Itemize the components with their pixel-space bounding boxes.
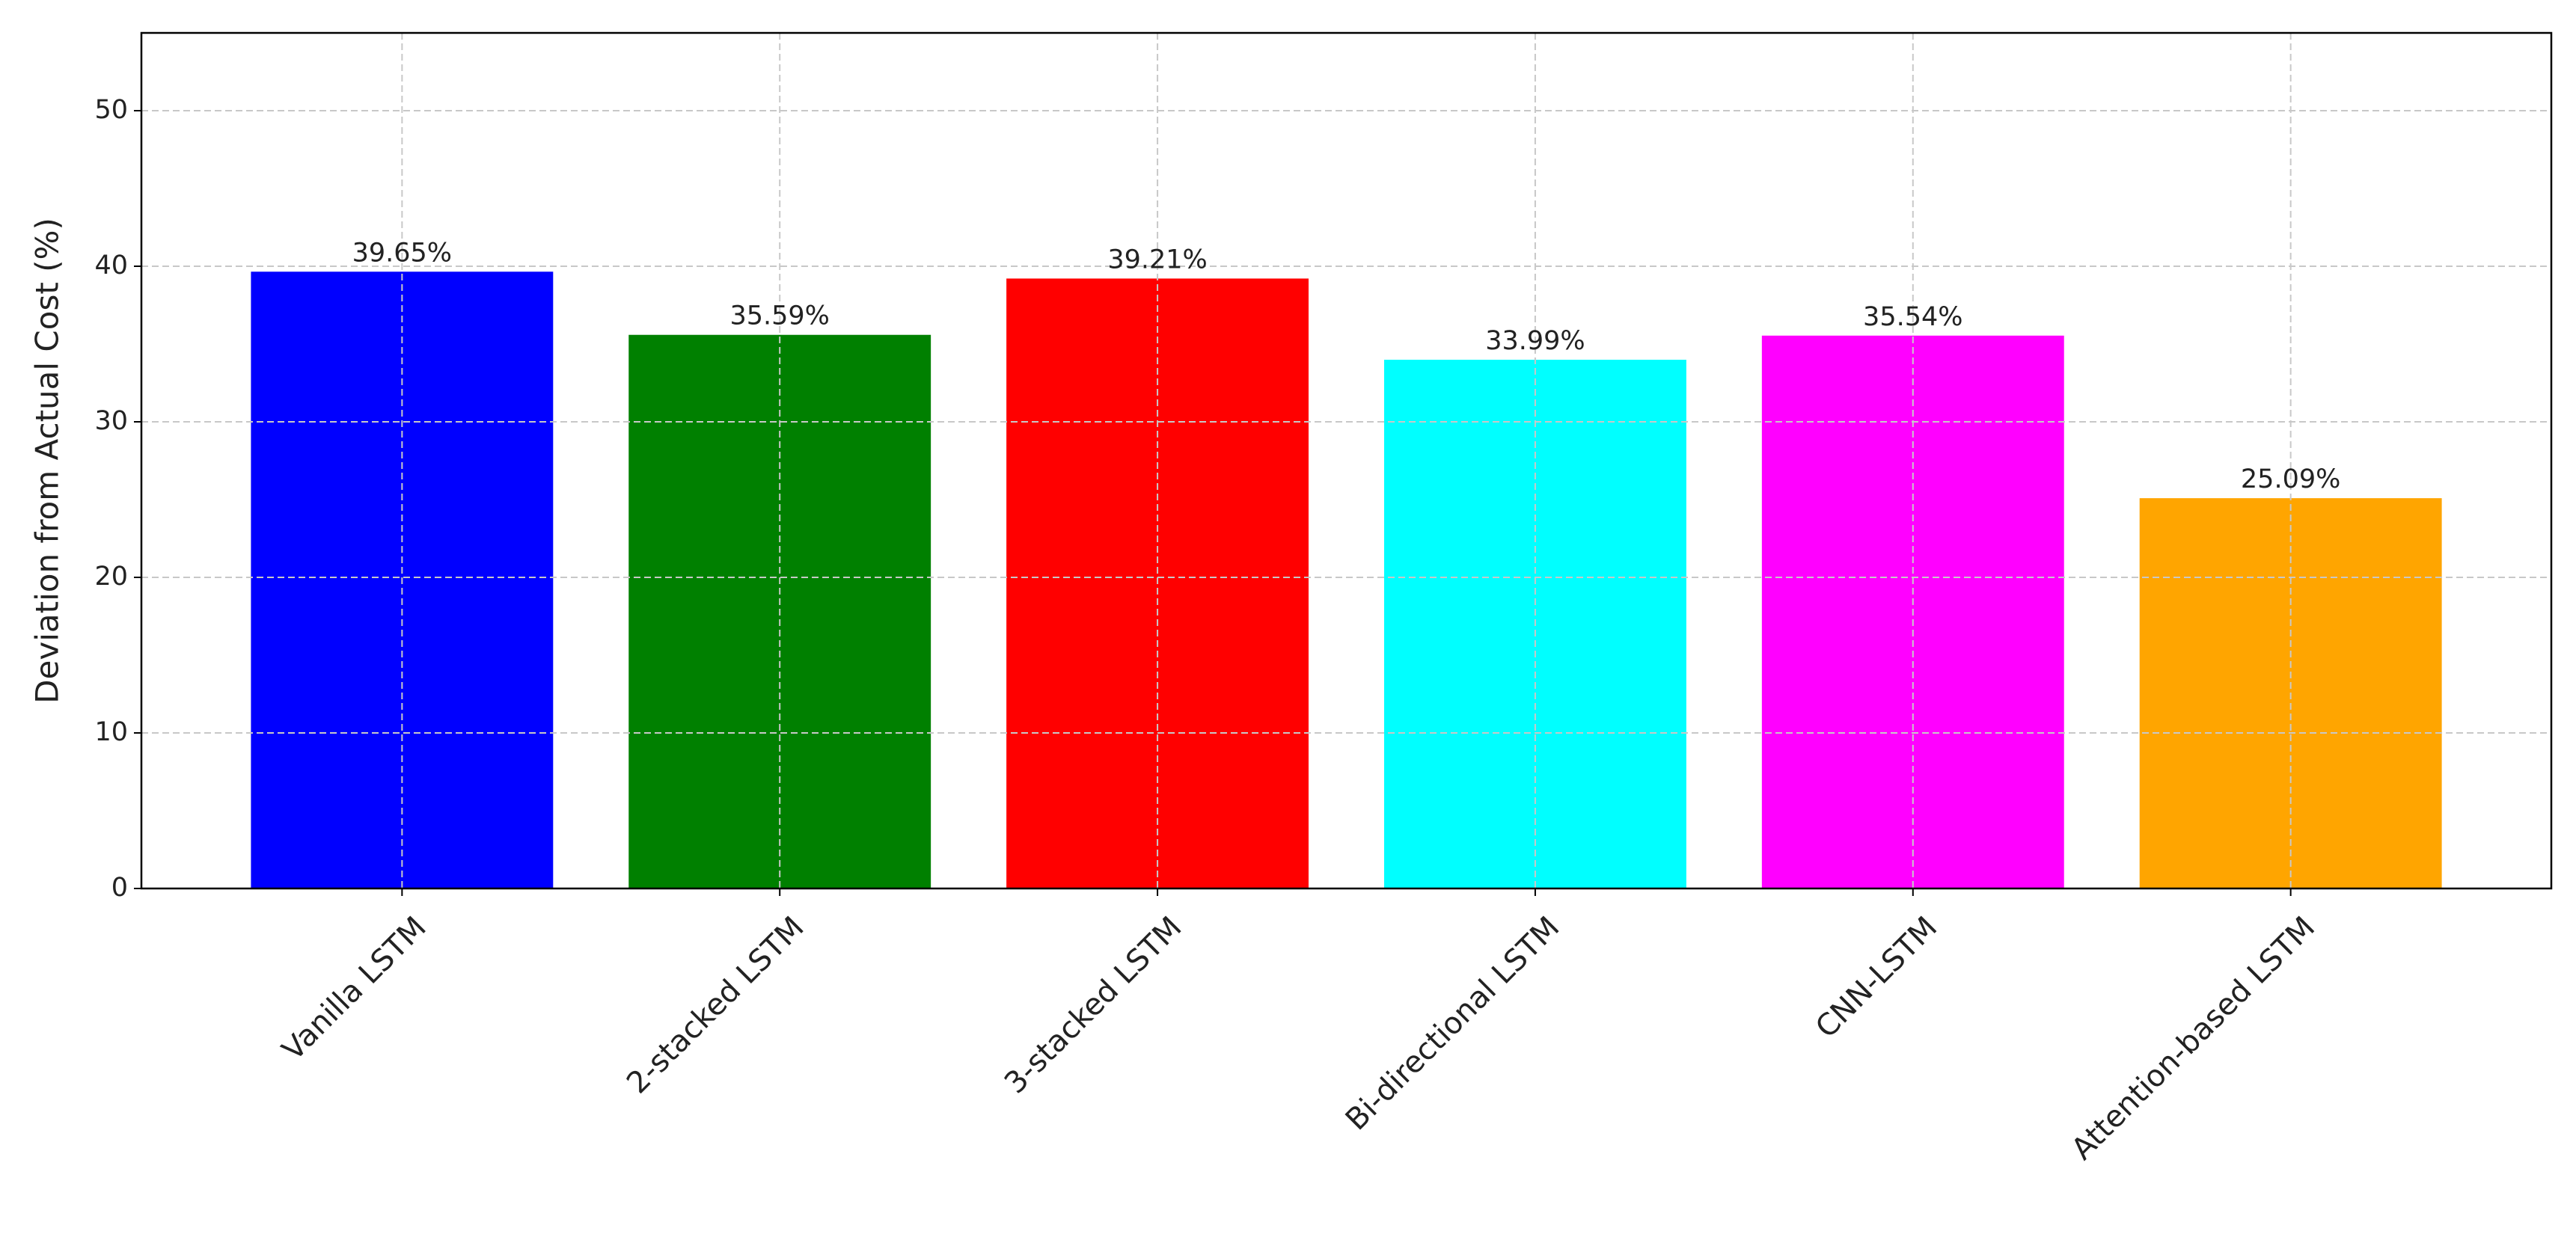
value-label: 35.59% [729, 301, 829, 331]
plot-frame [140, 31, 2553, 890]
y-tick-label: 30 [94, 406, 128, 436]
value-label: 39.21% [1107, 245, 1207, 274]
value-label: 39.65% [352, 238, 452, 268]
x-tick-label: 3-stacked LSTM [998, 910, 1189, 1101]
x-tick-label: Attention-based LSTM [2065, 910, 2322, 1167]
value-label: 25.09% [2241, 464, 2340, 494]
value-label: 35.54% [1863, 302, 1962, 332]
y-tick-label: 10 [94, 717, 128, 747]
y-tick-label: 50 [94, 95, 128, 125]
x-tick-label: Bi-directional LSTM [1339, 910, 1567, 1138]
x-tick-label: Vanilla LSTM [276, 910, 433, 1067]
y-tick-label: 40 [94, 251, 128, 280]
x-tick-label: 2-stacked LSTM [620, 910, 811, 1101]
y-axis-label: Deviation from Actual Cost (%) [29, 218, 66, 704]
y-tick-label: 0 [111, 873, 128, 903]
value-label: 33.99% [1485, 326, 1585, 356]
y-tick-label: 20 [94, 562, 128, 592]
x-tick-label: CNN-LSTM [1809, 910, 1944, 1045]
